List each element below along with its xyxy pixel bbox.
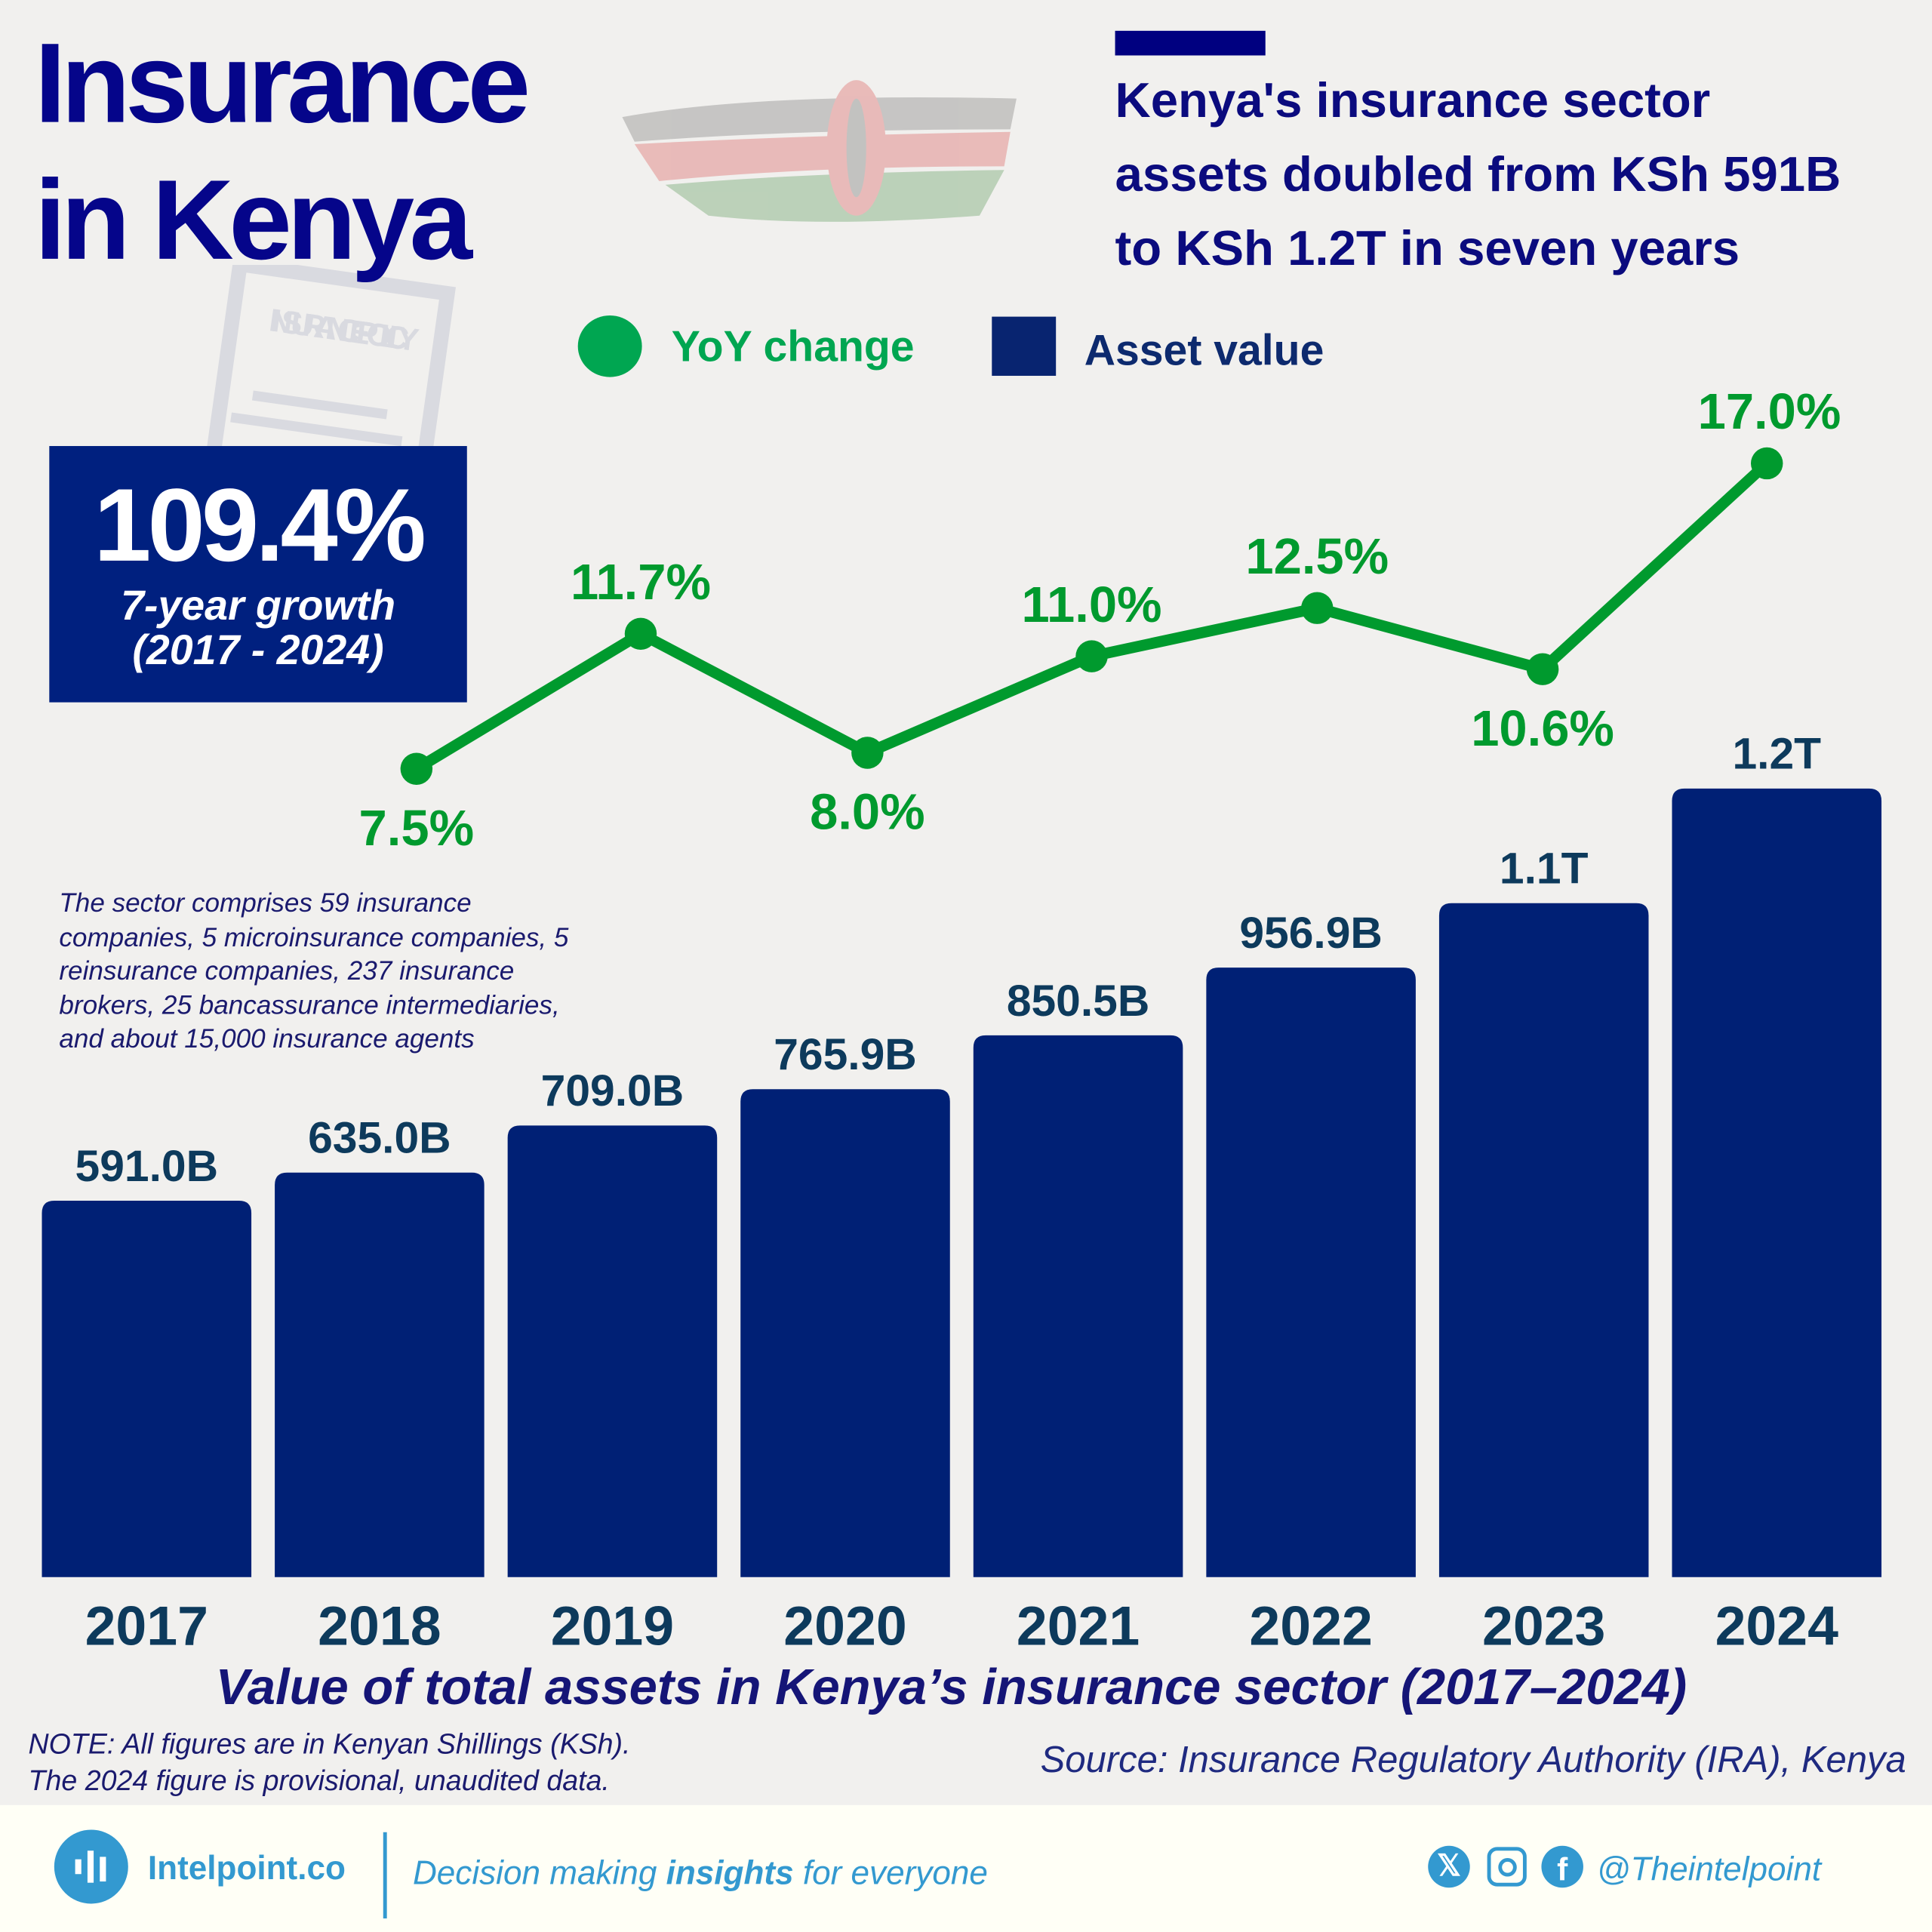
- bar-value-label: 635.0B: [308, 1114, 451, 1163]
- tagline: Decision making insights for everyone: [413, 1854, 988, 1893]
- x-icon[interactable]: 𝕏: [1428, 1845, 1470, 1888]
- headline-line: assets doubled from KSh 591B: [1115, 147, 1841, 202]
- yoy-point: [851, 737, 884, 769]
- tagline-text: Decision making: [412, 1854, 666, 1892]
- tagline-text: for everyone: [793, 1854, 988, 1892]
- intelpoint-logo-icon: [54, 1829, 128, 1904]
- growth-highlight-box: 109.4% 7-year growth (2017 - 2024): [49, 446, 467, 703]
- bar-value-label: 1.1T: [1500, 844, 1589, 894]
- yoy-point: [1750, 447, 1783, 480]
- yoy-point: [400, 752, 433, 785]
- bar-value-label: 850.5B: [1007, 977, 1150, 1026]
- bar-value-label: 1.2T: [1732, 730, 1821, 779]
- instagram-icon[interactable]: [1487, 1847, 1527, 1887]
- x-tick-label: 2023: [1482, 1595, 1605, 1657]
- kenya-flag-watermark: [622, 80, 1017, 222]
- x-tick-label: 2020: [783, 1595, 906, 1657]
- bar: [1206, 968, 1416, 1577]
- x-tick-label: 2024: [1715, 1595, 1839, 1657]
- yoy-point: [1526, 653, 1559, 685]
- source: Source: Insurance Regulatory Authority (…: [1040, 1740, 1906, 1781]
- insurance-policy-watermark: INSURANCE POLICY: [203, 265, 456, 450]
- growth-value: 109.4%: [94, 466, 426, 583]
- yoy-point: [1301, 592, 1334, 624]
- chart-title: Value of total assets in Kenya’s insuran…: [215, 1658, 1687, 1715]
- annotation-line: and about 15,000 insurance agents: [59, 1023, 475, 1054]
- bar: [275, 1172, 485, 1577]
- page-title-line1: Insurance: [34, 20, 531, 147]
- footer-divider: [383, 1832, 387, 1919]
- bar-value-label: 765.9B: [774, 1030, 917, 1079]
- bar-value-label: 956.9B: [1239, 909, 1382, 958]
- bar-value-label: 591.0B: [75, 1142, 219, 1191]
- bar: [973, 1035, 1183, 1577]
- yoy-value-label: 12.5%: [1245, 528, 1389, 585]
- annotation-line: The sector comprises 59 insurance: [59, 888, 472, 918]
- accent-bar: [1115, 30, 1266, 56]
- yoy-value-label: 11.0%: [1021, 577, 1161, 633]
- annotation-line: brokers, 25 bancassurance intermediaries…: [59, 989, 560, 1020]
- note-line: NOTE: All figures are in Kenyan Shilling…: [28, 1727, 631, 1760]
- legend-yoy-label: YoY change: [671, 322, 915, 371]
- growth-period: (2017 - 2024): [132, 627, 384, 675]
- headline-line: to KSh 1.2T in seven years: [1115, 221, 1740, 276]
- note-line: The 2024 figure is provisional, unaudite…: [28, 1764, 610, 1797]
- headline-line: Kenya's insurance sector: [1115, 73, 1711, 128]
- data-note: NOTE: All figures are in Kenyan Shilling…: [29, 1725, 631, 1799]
- brand-link[interactable]: Intelpoint.co: [147, 1849, 346, 1887]
- social-handle[interactable]: @Theintelpoint: [1596, 1850, 1822, 1888]
- growth-label: 7-year growth: [121, 583, 396, 630]
- headline: Kenya's insurance sector assets doubled …: [1115, 64, 1841, 286]
- legend-yoy-marker: [577, 315, 642, 377]
- yoy-value-label: 10.6%: [1471, 700, 1614, 757]
- annotation-line: companies, 5 microinsurance companies, 5: [59, 922, 569, 952]
- tagline-bold: insights: [666, 1854, 794, 1892]
- legend-asset-marker: [992, 316, 1057, 376]
- yoy-value-label: 8.0%: [810, 784, 925, 841]
- x-tick-label: 2021: [1017, 1595, 1140, 1657]
- x-tick-label: 2017: [85, 1595, 208, 1657]
- bar: [740, 1089, 950, 1577]
- yoy-value-label: 7.5%: [359, 800, 475, 857]
- x-tick-label: 2022: [1249, 1595, 1372, 1657]
- yoy-value-label: 11.7%: [571, 554, 711, 611]
- bar: [1672, 788, 1882, 1577]
- yoy-point: [624, 617, 657, 651]
- footer: Intelpoint.co Decision making insights f…: [0, 1804, 1932, 1932]
- bar: [1438, 903, 1649, 1577]
- chart: 591.0B 2017 635.0B 2018 709.0B 2019 765.9B 2020…: [42, 383, 1882, 1657]
- bar-value-label: 709.0B: [541, 1066, 685, 1115]
- x-tick-label: 2018: [318, 1595, 441, 1657]
- x-tick-label: 2019: [551, 1595, 674, 1657]
- legend-asset-label: Asset value: [1084, 326, 1324, 375]
- bar: [507, 1125, 718, 1577]
- annotation-line: reinsurance companies, 237 insurance: [59, 955, 515, 986]
- page-title-line2: in Kenya: [34, 157, 472, 284]
- yoy-value-label: 17.0%: [1698, 383, 1841, 440]
- yoy-point: [1075, 640, 1108, 672]
- bar: [42, 1200, 252, 1577]
- sector-annotation: The sector comprises 59 insurance compan…: [59, 888, 638, 1057]
- facebook-icon[interactable]: f: [1541, 1845, 1583, 1888]
